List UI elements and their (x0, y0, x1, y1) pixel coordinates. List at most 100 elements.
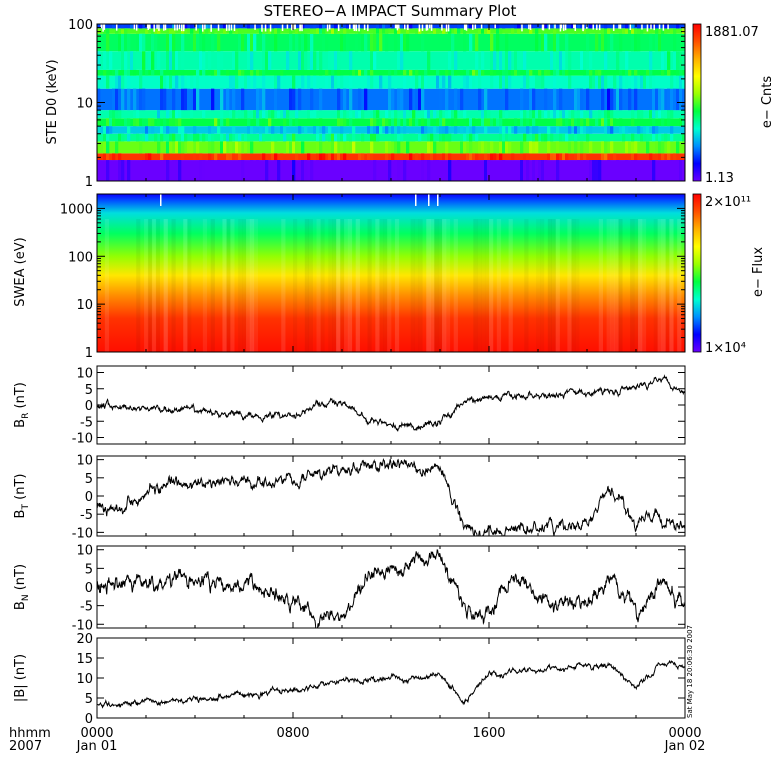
ste-cell (664, 110, 668, 119)
ste-cell (274, 160, 278, 181)
ste-cell (265, 24, 269, 29)
ste-cell (343, 33, 347, 52)
ste-cell (313, 75, 317, 89)
ste-cell (325, 75, 329, 89)
ste-cell (397, 141, 401, 154)
ste-cell (574, 88, 578, 111)
ste-cell (415, 88, 419, 111)
ste-cell (379, 126, 383, 134)
ste-cell (595, 75, 599, 89)
ste-cell (499, 110, 503, 119)
ste-cell (427, 110, 431, 119)
ste-cell (397, 88, 401, 111)
ste-cell (286, 141, 290, 154)
ste-cell (121, 33, 125, 52)
ste-cell (601, 28, 605, 34)
ste-cell (283, 160, 287, 181)
ste-cell (541, 33, 545, 52)
ste-gap (291, 24, 293, 30)
ste-cell (625, 75, 629, 89)
swea-strip (383, 219, 388, 352)
ste-cell (475, 33, 479, 52)
ste-cell (109, 51, 113, 70)
ste-cell (409, 24, 413, 29)
ste-cell (544, 33, 548, 52)
ste-cell (118, 33, 122, 52)
ste-cell (100, 75, 104, 89)
ste-cell (244, 33, 248, 52)
ste-cell (397, 133, 401, 142)
ste-cell (232, 110, 236, 119)
ste-cell (388, 88, 392, 111)
ste-cell (388, 75, 392, 89)
ste-cell (586, 24, 590, 29)
ste-cell (547, 28, 551, 34)
ste-cell (559, 51, 563, 70)
ste-cell (472, 69, 476, 76)
ste-cell (673, 28, 677, 34)
ste-cell (532, 110, 536, 119)
ste-cell (580, 88, 584, 111)
ste-cell (577, 24, 581, 29)
ste-cell (619, 126, 623, 134)
ste-cell (490, 141, 494, 154)
ste-cell (217, 51, 221, 70)
ste-cell (460, 141, 464, 154)
ste-cell (235, 28, 239, 34)
ste-cell (187, 141, 191, 154)
ste-cell (535, 126, 539, 134)
ste-cell (475, 69, 479, 76)
ste-cell (637, 24, 641, 29)
bmag-series-line (97, 660, 685, 709)
ste-cell (262, 118, 266, 127)
ste-cell (583, 51, 587, 70)
ste-band (97, 28, 685, 34)
ste-cell (340, 141, 344, 154)
ste-gap (474, 24, 477, 29)
ste-cell (358, 110, 362, 119)
ste-cell (439, 75, 443, 89)
ste-cell (604, 133, 608, 142)
x-tick-label: 0000 (80, 726, 113, 741)
ste-cell (571, 24, 575, 29)
ste-cell (454, 69, 458, 76)
ste-cell (580, 153, 584, 161)
ste-cell (226, 133, 230, 142)
ste-cell (643, 75, 647, 89)
ste-gap (472, 24, 474, 30)
ste-cell (262, 133, 266, 142)
ste-gap (115, 24, 118, 30)
ste-cell (667, 160, 671, 181)
ste-cell (415, 69, 419, 76)
ste-cell (490, 51, 494, 70)
swea-strip (415, 219, 419, 352)
ste-cell (424, 75, 428, 89)
y-tick-label: 100 (68, 250, 93, 265)
ste-cell (556, 24, 560, 29)
ste-cell (361, 24, 365, 29)
br-y-label: BR (nT) (13, 382, 31, 428)
ste-colorbar (692, 23, 702, 182)
ste-cell (607, 133, 611, 142)
bt-panel: -10 -5 0 5 10 BT (nT) (13, 454, 686, 541)
ste-cell (421, 88, 425, 111)
ste-cell (448, 160, 452, 181)
ste-cell (151, 69, 155, 76)
ste-cell (166, 126, 170, 134)
ste-cell (337, 118, 341, 127)
ste-cell (610, 118, 614, 127)
ste-cell (130, 24, 134, 29)
ste-cell (478, 88, 482, 111)
ste-cell (634, 88, 638, 111)
ste-cell (112, 88, 116, 111)
ste-gap (230, 24, 233, 31)
ste-cell (427, 160, 431, 181)
ste-gap (261, 24, 263, 32)
ste-cell (472, 118, 476, 127)
ste-cell (589, 69, 593, 76)
ste-cell (121, 75, 125, 89)
ste-cell (502, 69, 506, 76)
ste-cell (160, 69, 164, 76)
ste-cell (340, 110, 344, 119)
ste-cell (190, 110, 194, 119)
